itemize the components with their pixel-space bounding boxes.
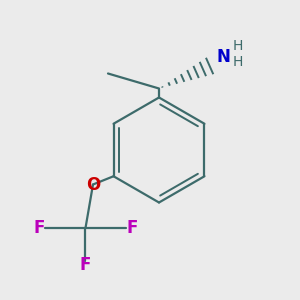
- Text: O: O: [86, 176, 100, 194]
- Text: F: F: [126, 219, 138, 237]
- Text: F: F: [80, 256, 91, 274]
- Text: H: H: [232, 40, 243, 53]
- Text: N: N: [217, 48, 230, 66]
- Text: H: H: [232, 55, 243, 68]
- Text: F: F: [33, 219, 45, 237]
